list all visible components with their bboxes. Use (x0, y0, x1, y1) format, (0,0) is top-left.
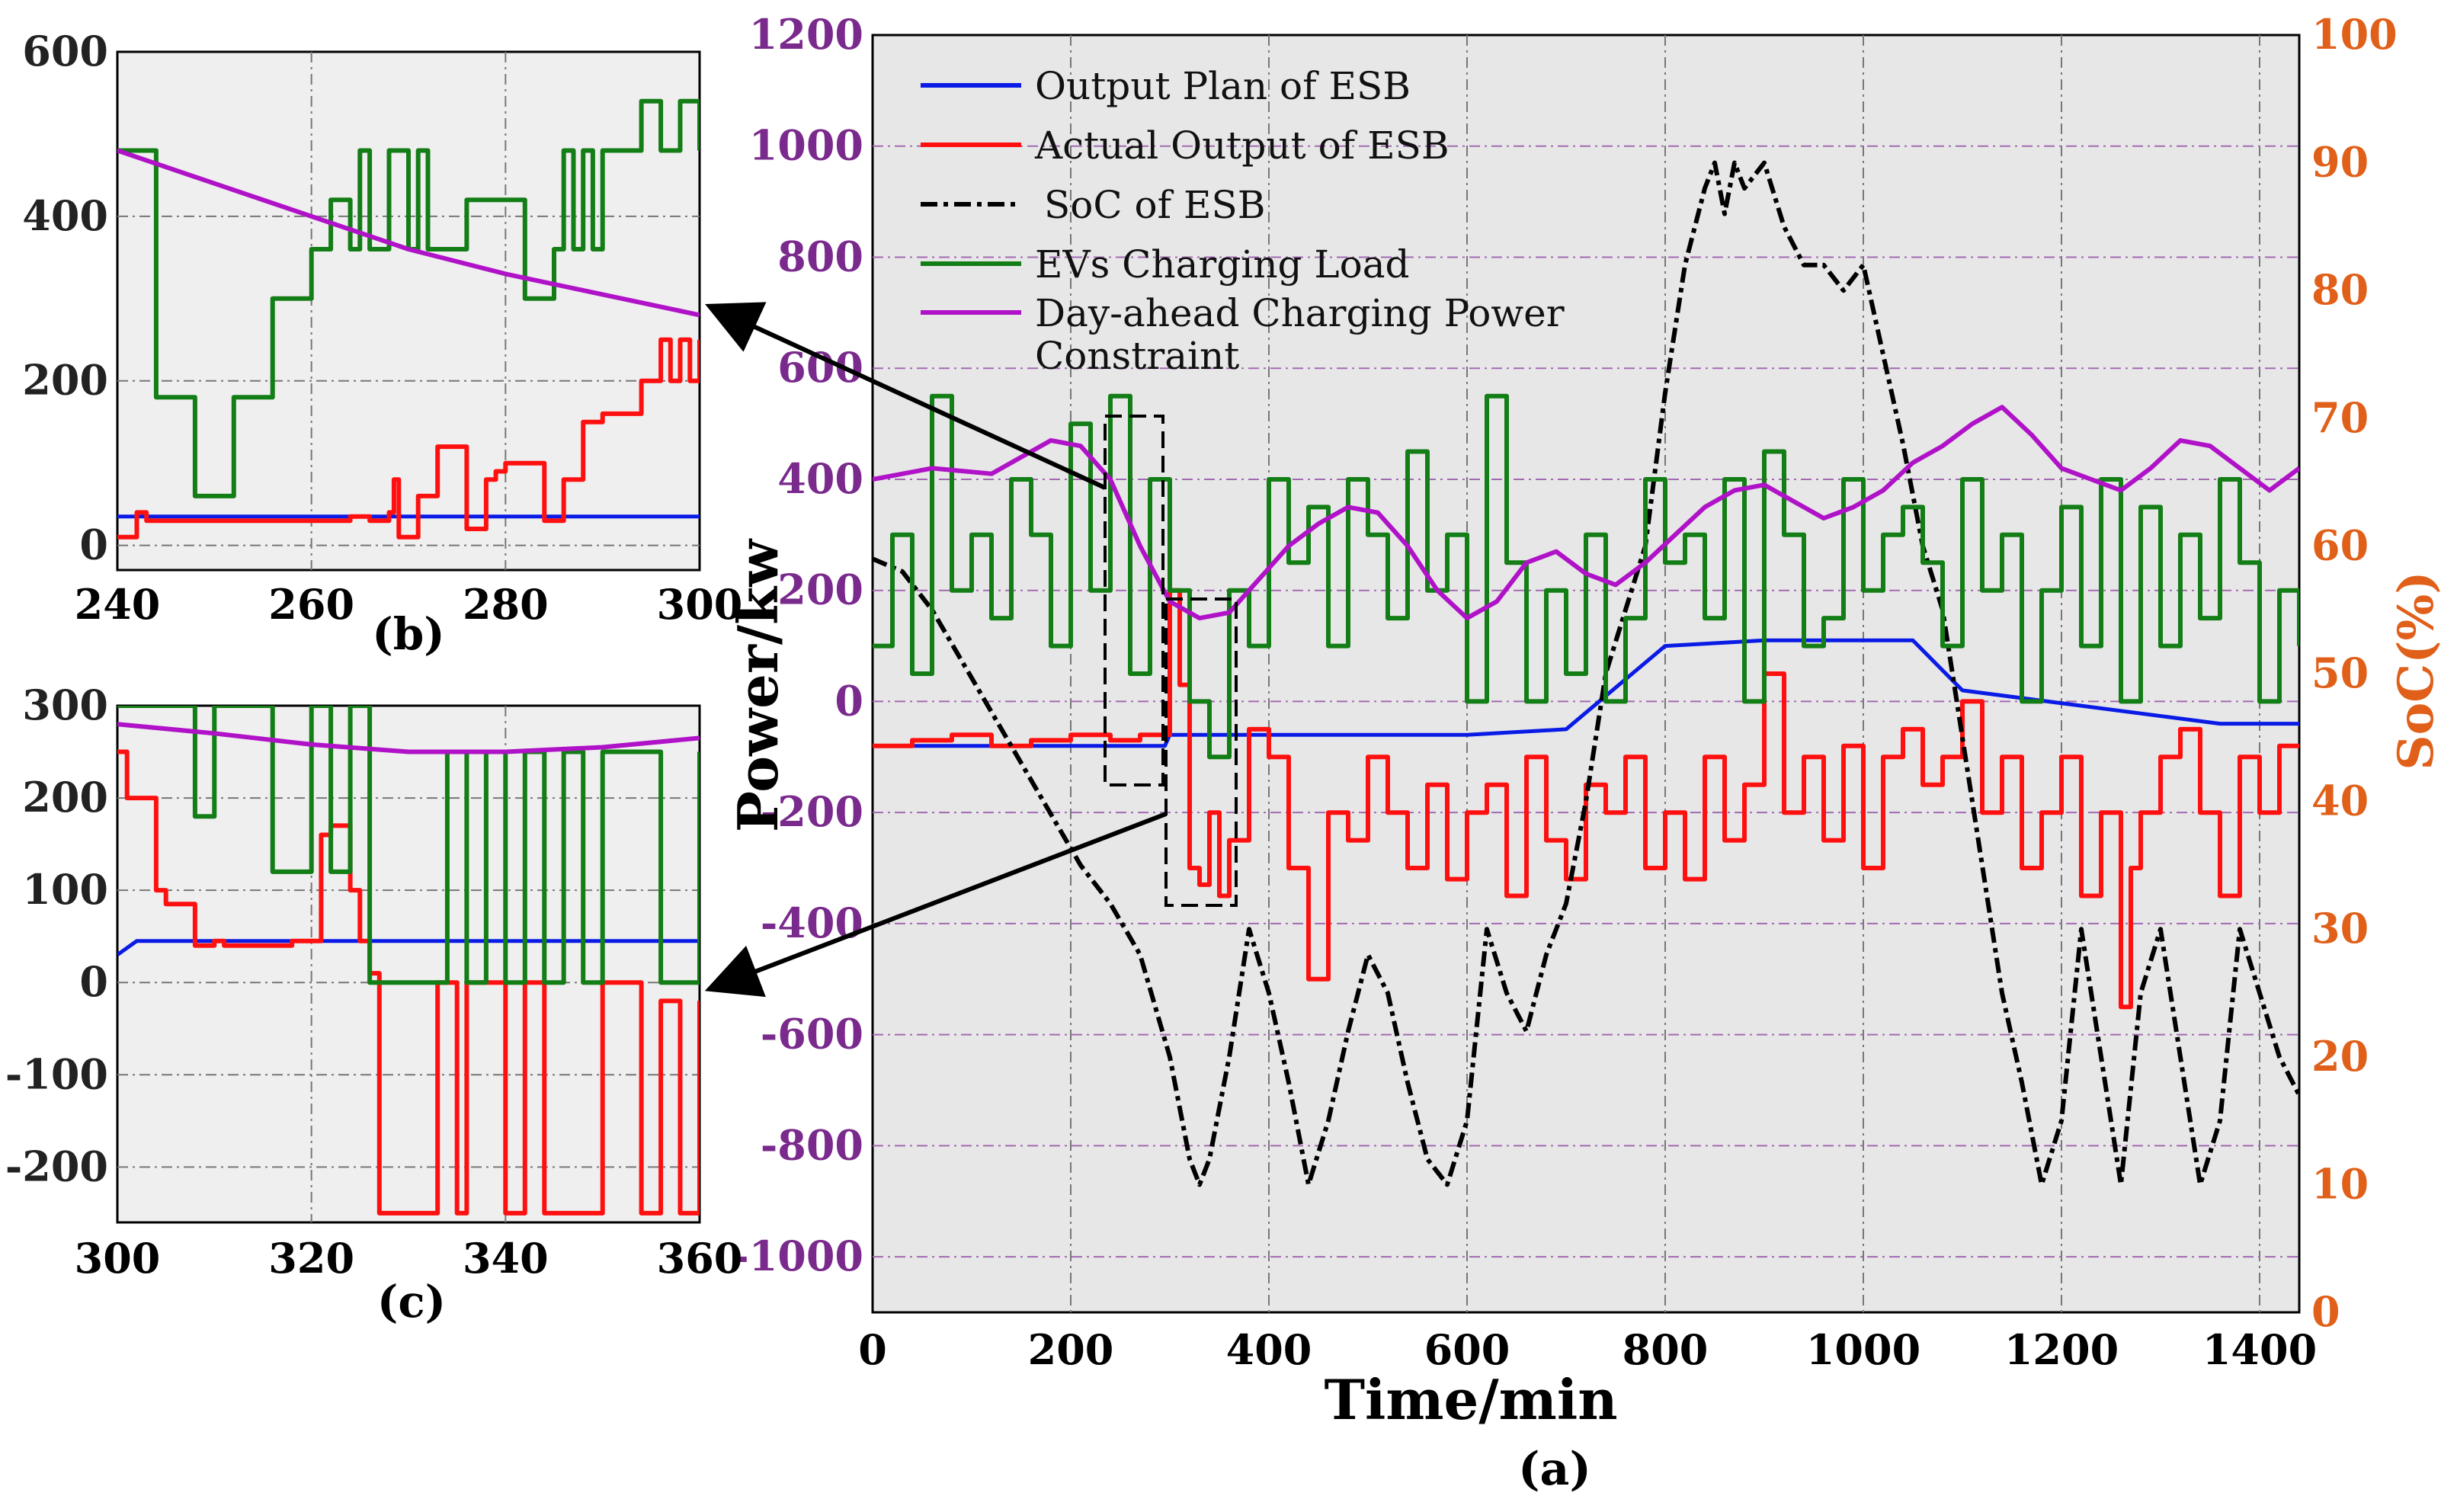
x-tick-label: 200 (1028, 1325, 1114, 1374)
zoom-box-c (1164, 597, 1238, 907)
main-chart-panel: 0 200 400 600 800 1000 1200 1400-1000-800-600-4… (726, 10, 2445, 1496)
series-group-a (873, 160, 2299, 1187)
arrow-to-c (704, 812, 1168, 998)
panel-label-c: (c) (377, 1276, 446, 1328)
plot-area-c (116, 704, 701, 1224)
legend-entry-constraint-line2: Constraint (1035, 334, 1239, 378)
series-line-day-ahead-charging-power-constraint (117, 148, 700, 318)
x-tick-label: 300 (657, 580, 743, 629)
series-line-day-ahead-charging-power-constraint (873, 405, 2299, 621)
x-tick-label: 280 (463, 580, 549, 629)
y-tick-label: -200 (5, 1142, 108, 1190)
y-tick-label: -400 (761, 899, 863, 947)
ticks-a: 0 200 400 600 800 1000 1200 1400-1000-800-600-4… (732, 10, 2397, 1374)
y2-tick-label: 50 (2311, 649, 2369, 697)
y-tick-label: -100 (5, 1049, 108, 1098)
x-tick-label: 400 (1226, 1325, 1312, 1374)
y-tick-label: 0 (79, 521, 108, 569)
y-axis-label: Power/kw (726, 538, 790, 832)
y-tick-label: -1000 (732, 1232, 863, 1280)
x-tick-label: 300 (75, 1234, 161, 1283)
y-tick-label: -600 (761, 1010, 863, 1059)
x-tick-label: 340 (463, 1234, 549, 1283)
y2-tick-label: 0 (2311, 1287, 2340, 1336)
x-tick-label: 360 (657, 1234, 743, 1283)
y2-axis-label: SoC(%) (2388, 571, 2445, 770)
y-tick-label: 200 (22, 356, 108, 405)
y2-tick-label: 80 (2311, 265, 2369, 314)
y-tick-label: 0 (79, 957, 108, 1006)
x-tick-label: 1400 (2202, 1325, 2317, 1374)
inset-chart-c: 300 320 340 360 -200 -100 0 100 200 300 (c) (5, 681, 743, 1328)
y-tick-label: 600 (777, 343, 863, 392)
x-tick-label: 1200 (2004, 1325, 2119, 1374)
y-tick-label: 200 (22, 773, 108, 822)
x-tick-label: 1000 (1806, 1325, 1920, 1374)
legend-entry-actual: Actual Output of ESB (1034, 123, 1450, 168)
legend: Output Plan of ESB Actual Output of ESB … (921, 64, 1565, 378)
y2-tick-label: 30 (2311, 904, 2369, 953)
series-group-b (117, 98, 700, 540)
series-line-evs-charging-load (117, 98, 700, 498)
y2-tick-label: 10 (2311, 1159, 2369, 1208)
inset-chart-b: 240 260 280 300 0 200 400 600 (b) (22, 27, 742, 660)
y2-tick-label: 70 (2311, 393, 2369, 442)
y-tick-label: 300 (22, 681, 108, 729)
y-tick-label: 200 (777, 565, 863, 614)
y2-tick-label: 40 (2311, 777, 2369, 825)
x-tick-label: 800 (1623, 1325, 1709, 1374)
legend-entry-constraint: Day-ahead Charging Power (1035, 291, 1565, 335)
y2-tick-label: 90 (2311, 138, 2369, 187)
panel-label-a: (a) (1518, 1443, 1591, 1496)
arrow-to-b (705, 302, 1107, 490)
y-tick-label: 400 (22, 191, 108, 240)
zoom-box-b (1104, 415, 1164, 786)
series-line-actual-output-of-esb (117, 337, 700, 540)
ticks-b: 240 260 280 300 0 200 400 600 (22, 27, 742, 629)
legend-entry-plan: Output Plan of ESB (1035, 64, 1411, 108)
x-tick-label: 260 (268, 580, 354, 629)
ticks-c: 300 320 340 360 -200 -100 0 100 200 300 (5, 681, 743, 1283)
y-tick-label: 100 (22, 865, 108, 914)
panel-label-b: (b) (372, 608, 444, 660)
x-tick-label: 320 (268, 1234, 354, 1283)
y-tick-label: 1000 (749, 121, 863, 170)
series-group-c (117, 706, 700, 1216)
x-axis-label: Time/min (1324, 1367, 1617, 1432)
legend-entry-ev: EVs Charging Load (1035, 242, 1410, 287)
plot-area-b (116, 50, 701, 572)
legend-entry-soc: SoC of ESB (1044, 183, 1266, 227)
y-tick-label: 400 (777, 454, 863, 503)
x-tick-label: 600 (1424, 1325, 1510, 1374)
y-tick-label: 0 (834, 676, 863, 725)
y2-tick-label: 100 (2311, 10, 2398, 59)
y2-tick-label: 20 (2311, 1032, 2369, 1081)
x-tick-label: 0 (858, 1325, 887, 1374)
y-tick-label: 800 (777, 232, 863, 280)
y-tick-label: -800 (761, 1120, 863, 1169)
y2-tick-label: 60 (2311, 521, 2369, 569)
x-tick-label: 240 (75, 580, 161, 629)
series-line-actual-output-of-esb (873, 588, 2299, 1010)
y-tick-label: 600 (22, 27, 108, 75)
y-tick-label: -200 (761, 787, 863, 836)
y-tick-label: 1200 (749, 10, 863, 59)
series-line-output-plan-of-esb (117, 939, 700, 956)
series-line-day-ahead-charging-power-constraint (117, 722, 700, 754)
series-line-evs-charging-load (873, 393, 2299, 760)
series-line-actual-output-of-esb (117, 749, 700, 1216)
